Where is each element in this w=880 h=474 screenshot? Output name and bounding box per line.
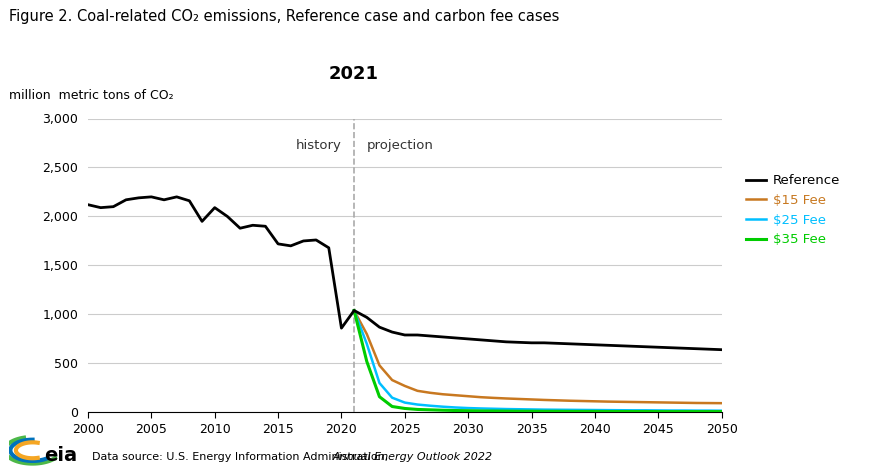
Text: Data source: U.S. Energy Information Administration,: Data source: U.S. Energy Information Adm… [92,452,392,462]
Text: million  metric tons of CO₂: million metric tons of CO₂ [9,89,173,102]
Text: Figure 2. Coal-related CO₂ emissions, Reference case and carbon fee cases: Figure 2. Coal-related CO₂ emissions, Re… [9,9,559,25]
Text: 2021: 2021 [329,65,379,83]
Text: projection: projection [367,139,434,152]
Text: Annual Energy Outlook 2022: Annual Energy Outlook 2022 [333,452,493,462]
Legend: Reference, $15 Fee, $25 Fee, $35 Fee: Reference, $15 Fee, $25 Fee, $35 Fee [741,169,845,252]
Text: history: history [296,139,341,152]
Text: eia: eia [44,447,77,465]
